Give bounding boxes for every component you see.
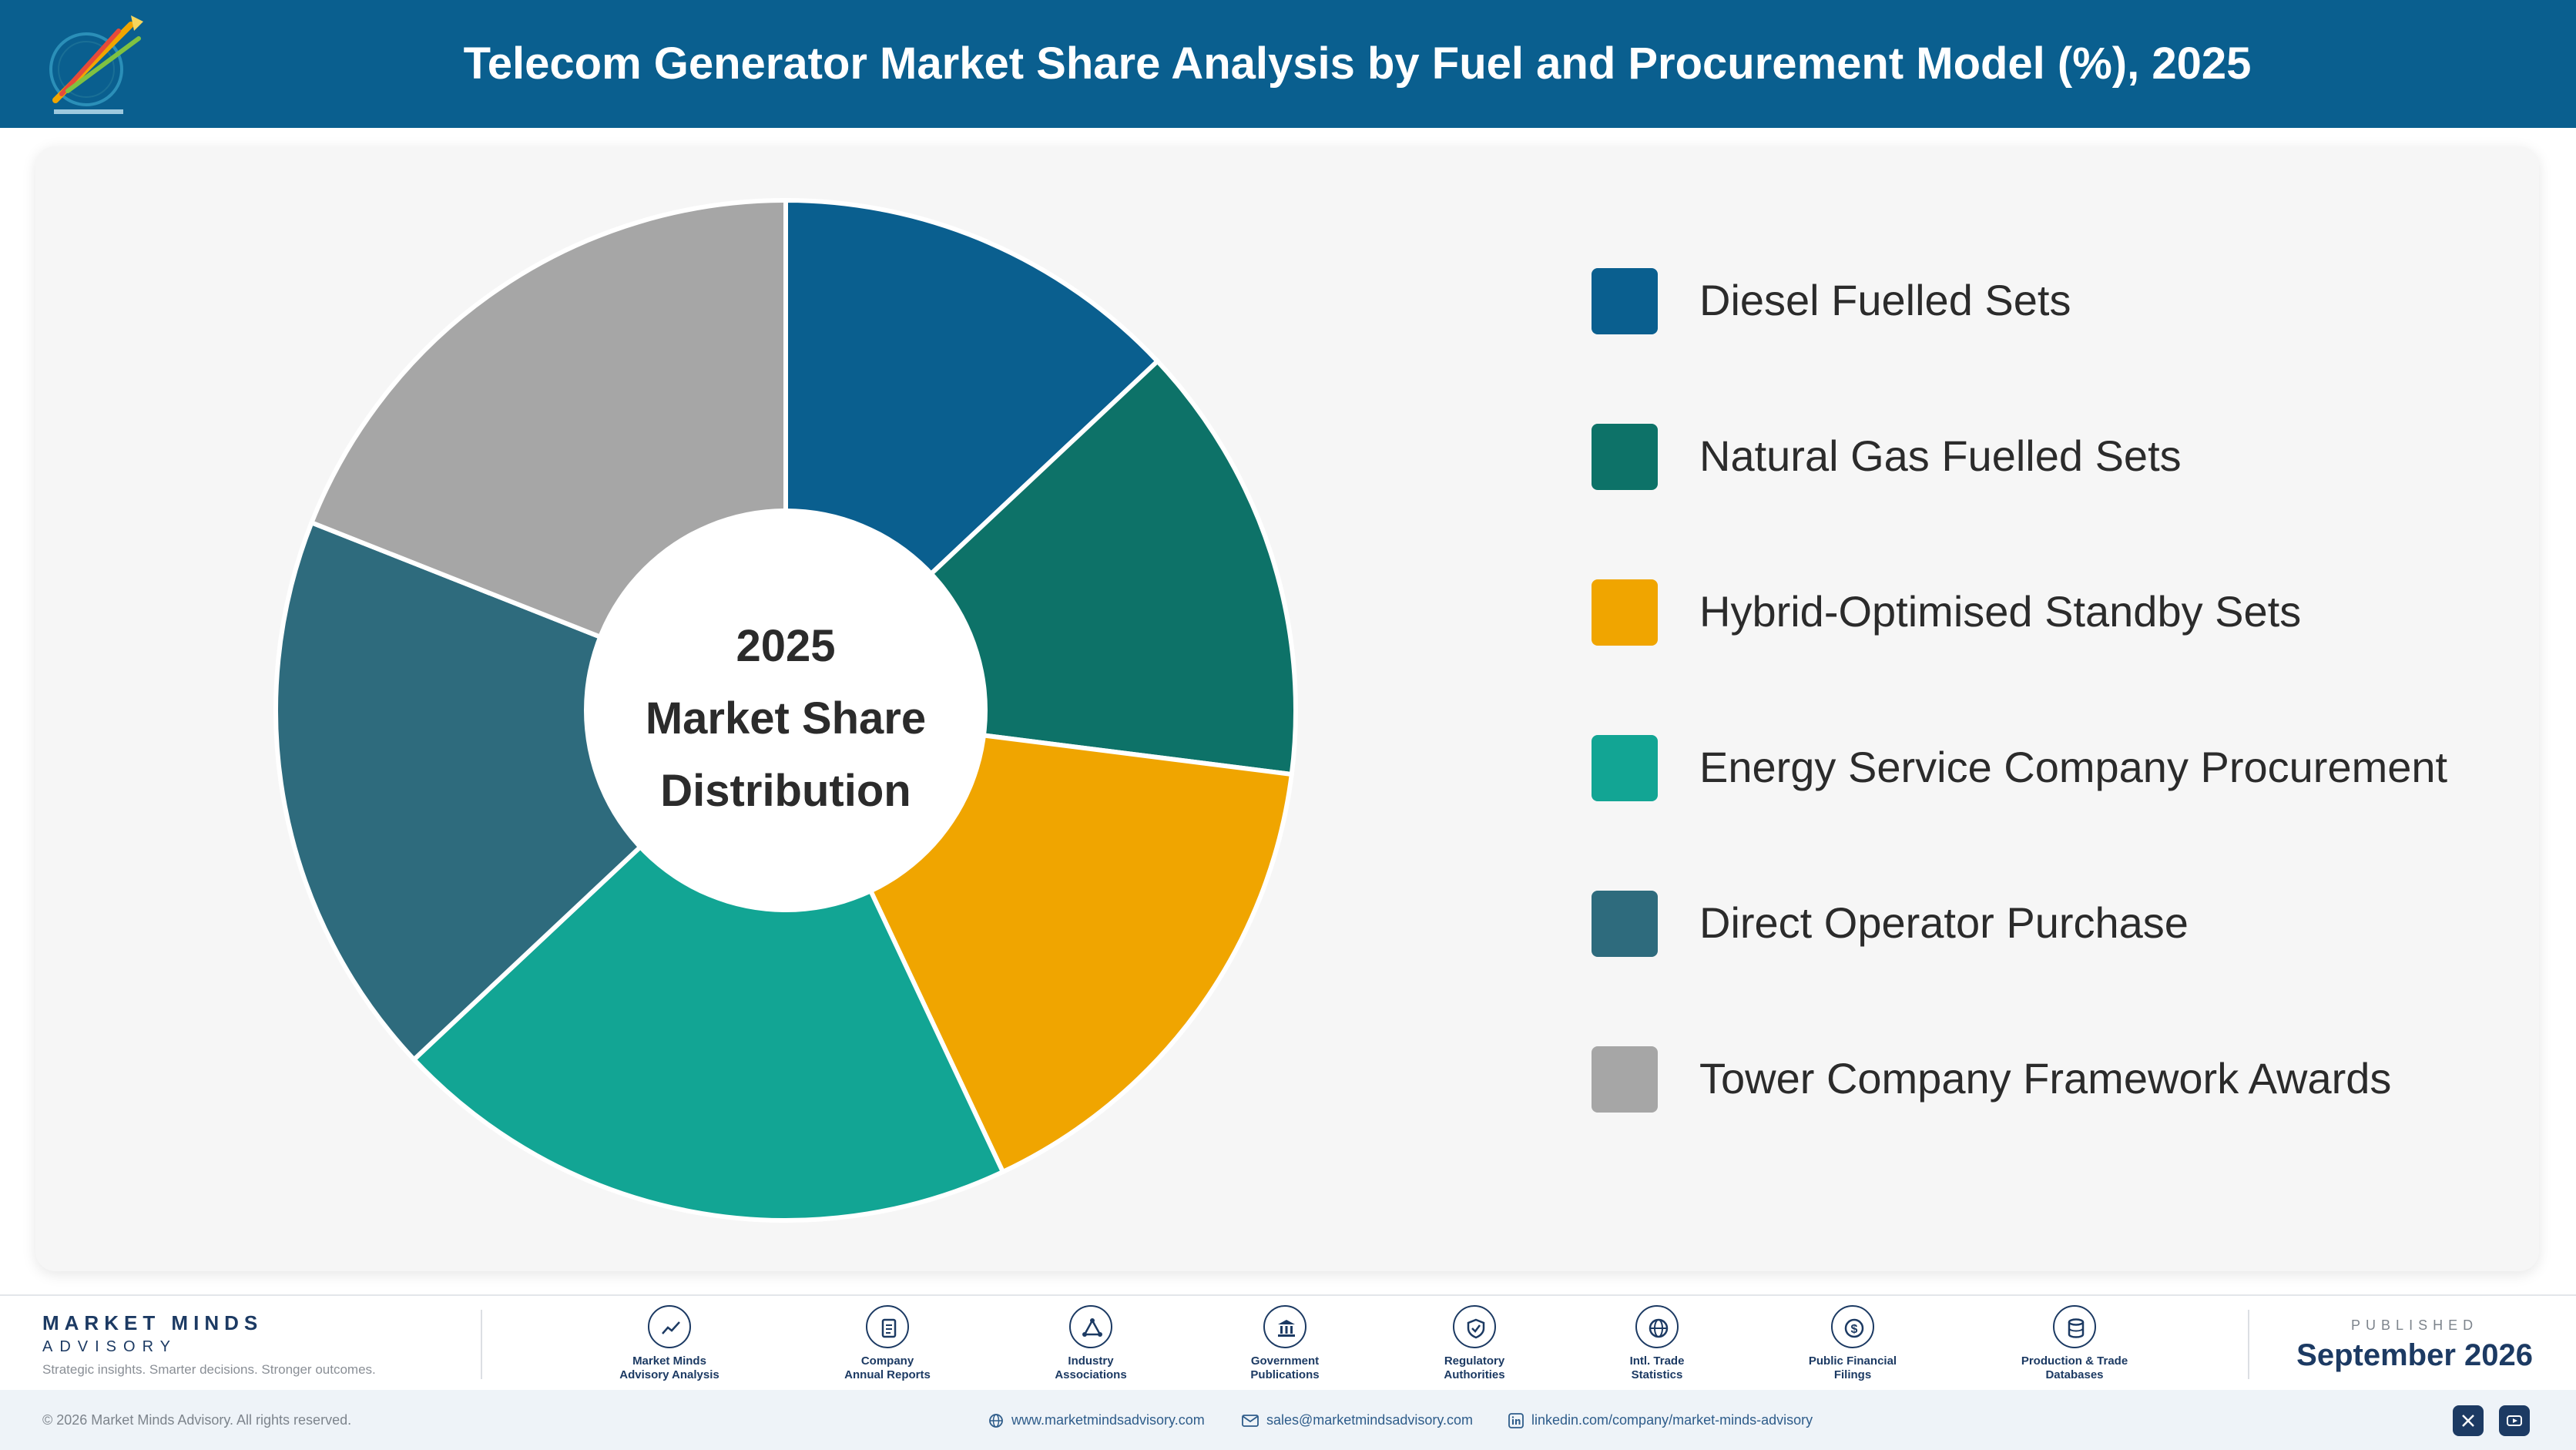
website-link[interactable]: www.marketmindsadvisory.com	[988, 1390, 1205, 1450]
x-logo-icon	[2462, 1415, 2474, 1427]
linkedin-text: linkedin.com/company/market-minds-adviso…	[1531, 1412, 1813, 1428]
footer: MARKET MINDS ADVISORY Strategic insights…	[0, 1294, 2576, 1388]
legend-swatch	[1592, 891, 1658, 957]
legend-item-diesel: Diesel Fuelled Sets	[1557, 250, 2520, 334]
source-label: Associations	[1055, 1368, 1127, 1381]
svg-text:$: $	[1851, 1323, 1858, 1336]
source-label: Public Financial	[1808, 1354, 1897, 1368]
source-trade-statistics: Intl. Trade Statistics	[1580, 1305, 1734, 1382]
brand-tagline: Strategic insights. Smarter decisions. S…	[42, 1362, 376, 1377]
source-label: Intl. Trade	[1629, 1354, 1685, 1368]
source-company-reports: Company Annual Reports	[810, 1305, 964, 1382]
source-label: Annual Reports	[844, 1368, 931, 1381]
source-label: Publications	[1250, 1368, 1320, 1381]
legend-swatch	[1592, 579, 1658, 646]
email-link[interactable]: sales@marketmindsadvisory.com	[1242, 1390, 1473, 1450]
globe-icon	[989, 1414, 1003, 1428]
source-label: Advisory Analysis	[619, 1368, 719, 1381]
brand-name: MARKET MINDS	[42, 1311, 263, 1334]
chart-line-icon	[648, 1305, 691, 1348]
source-label: Regulatory	[1444, 1354, 1505, 1368]
source-label: Company	[860, 1354, 914, 1368]
source-label: Statistics	[1631, 1368, 1683, 1381]
legend-item-hybrid: Hybrid-Optimised Standby Sets	[1557, 562, 2520, 646]
donut-slice-energy-service-company-procurement	[411, 706, 1006, 1223]
footer-brand: MARKET MINDS ADVISORY Strategic insights…	[42, 1311, 376, 1378]
linkedin-icon	[1508, 1413, 1524, 1429]
legend-swatch	[1592, 424, 1658, 490]
source-government-publications: Government Publications	[1208, 1305, 1362, 1382]
chart-card: 2025 Market Share Distribution Diesel Fu…	[35, 146, 2539, 1271]
header-bar: Telecom Generator Market Share Analysis …	[0, 0, 2576, 128]
email-text: sales@marketmindsadvisory.com	[1266, 1412, 1474, 1428]
legend-swatch	[1592, 1046, 1658, 1113]
source-label: Databases	[2045, 1368, 2104, 1381]
linkedin-link[interactable]: linkedin.com/company/market-minds-adviso…	[1508, 1390, 1813, 1450]
footer-divider	[2248, 1310, 2249, 1379]
website-text: www.marketmindsadvisory.com	[1011, 1412, 1205, 1428]
brand-sub: ADVISORY	[42, 1338, 177, 1355]
footer-divider	[481, 1310, 482, 1379]
donut-chart: 2025 Market Share Distribution	[273, 197, 1299, 1223]
legend-label: Tower Company Framework Awards	[1699, 1054, 2392, 1103]
published-label: PUBLISHED	[2351, 1317, 2479, 1333]
legend-swatch	[1592, 268, 1658, 334]
legend-label: Direct Operator Purchase	[1699, 898, 2189, 947]
source-label: Government	[1250, 1354, 1320, 1368]
source-industry-associations: Industry Associations	[1014, 1305, 1168, 1382]
source-financial-filings: $ Public Financial Filings	[1776, 1305, 1930, 1382]
mail-icon	[1242, 1415, 1259, 1428]
center-label-line3: Distribution	[660, 766, 911, 816]
source-label: Industry	[1068, 1354, 1114, 1368]
source-regulatory-authorities: Regulatory Authorities	[1397, 1305, 1551, 1382]
published-block: PUBLISHED September 2026	[2296, 1317, 2533, 1373]
center-label-line2: Market Share	[646, 693, 926, 743]
donut-hole	[584, 509, 988, 912]
legend-item-esco: Energy Service Company Procurement	[1557, 717, 2520, 801]
source-label: Market Minds	[632, 1354, 706, 1368]
copyright-text: © 2026 Market Minds Advisory. All rights…	[42, 1412, 352, 1428]
youtube-icon	[2507, 1415, 2522, 1426]
legend-item-towerco: Tower Company Framework Awards	[1557, 1029, 2520, 1113]
source-trade-databases: Production & Trade Databases	[1997, 1305, 2152, 1382]
legend-label: Energy Service Company Procurement	[1699, 743, 2448, 791]
government-building-icon	[1263, 1305, 1306, 1348]
dollar-coin-icon: $	[1831, 1305, 1874, 1348]
source-market-minds: Market Minds Advisory Analysis	[592, 1305, 746, 1382]
legend-label: Diesel Fuelled Sets	[1699, 276, 2071, 324]
center-label-year: 2025	[736, 621, 835, 671]
donut-slice-direct-operator-purchase	[273, 519, 790, 1063]
legend-label: Hybrid-Optimised Standby Sets	[1699, 587, 2302, 636]
network-icon	[1069, 1305, 1112, 1348]
legend-item-direct-operator: Direct Operator Purchase	[1557, 873, 2520, 957]
page-title: Telecom Generator Market Share Analysis …	[463, 39, 2252, 89]
source-label: Production & Trade	[2021, 1354, 2128, 1368]
source-label: Authorities	[1444, 1368, 1505, 1381]
bottom-bar: © 2026 Market Minds Advisory. All rights…	[0, 1390, 2576, 1450]
published-date: September 2026	[2296, 1338, 2533, 1372]
globe-icon	[1635, 1305, 1679, 1348]
company-logo-icon	[49, 15, 143, 114]
x-social-button[interactable]	[2453, 1405, 2484, 1436]
document-icon	[866, 1305, 909, 1348]
database-icon	[2053, 1305, 2096, 1348]
legend-label: Natural Gas Fuelled Sets	[1699, 431, 2182, 480]
source-label: Filings	[1833, 1368, 1872, 1381]
legend-item-natural-gas: Natural Gas Fuelled Sets	[1557, 406, 2520, 490]
youtube-social-button[interactable]	[2499, 1405, 2530, 1436]
shield-icon	[1453, 1305, 1496, 1348]
legend-swatch	[1592, 735, 1658, 801]
